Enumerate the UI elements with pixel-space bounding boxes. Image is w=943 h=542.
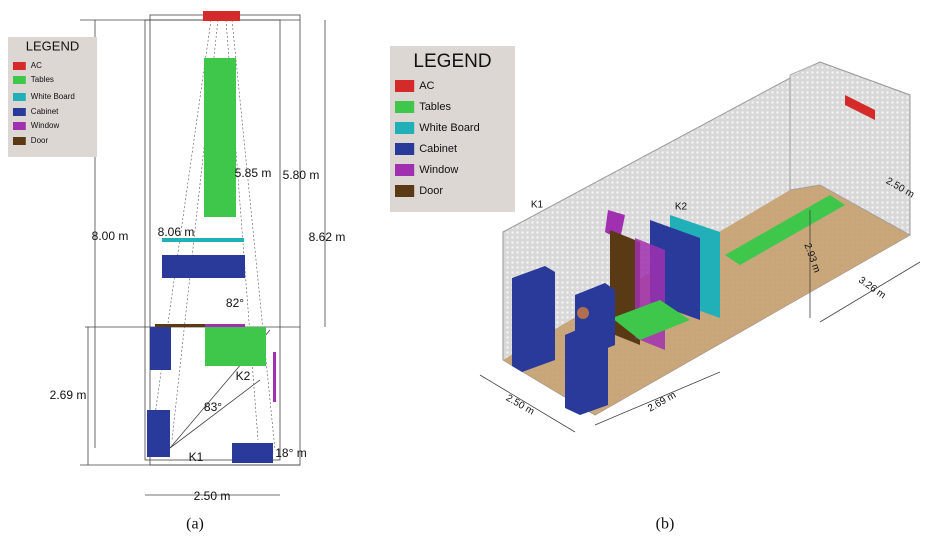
legend-swatch — [13, 76, 26, 84]
legend-label: Door — [419, 185, 443, 197]
figure: LEGEND AC Tables White Board Cabinet Window Do… — [0, 0, 943, 537]
legend-swatch — [395, 80, 414, 92]
dimension-label: 5.85 m — [235, 166, 272, 180]
dimension-label: 5.80 m — [283, 168, 320, 182]
legend-label: AC — [31, 61, 42, 70]
legend-label: Tables — [419, 101, 451, 113]
legend-label: White Board — [31, 92, 75, 101]
dimension-label: 8.00 m — [92, 229, 129, 243]
dimension-label: K1 — [531, 200, 544, 211]
legend-swatch — [13, 93, 26, 101]
caption: (b) — [656, 516, 675, 533]
caption: (a) — [186, 516, 204, 533]
legend-title: LEGEND — [26, 38, 79, 53]
legend-swatch — [13, 137, 26, 145]
legend-label: AC — [419, 80, 434, 92]
dimension-label: 8.62 m — [309, 230, 346, 244]
floor-plan — [80, 11, 325, 495]
dimension-label: 82° — [226, 296, 244, 310]
legend-label: Cabinet — [31, 107, 59, 116]
legend-title: LEGEND — [413, 51, 491, 72]
room-3d — [480, 62, 920, 432]
legend-swatch — [395, 143, 414, 155]
legend-label: Cabinet — [419, 143, 457, 155]
legend-label: Tables — [31, 75, 54, 84]
legend-swatch — [13, 122, 26, 130]
legend-swatch — [13, 62, 26, 70]
legend-swatch — [13, 108, 26, 116]
dimension-label: 18° m — [275, 446, 306, 460]
dimension-label: K1 — [189, 450, 204, 464]
legend-swatch — [395, 101, 414, 113]
dimension-label: 2.69 m — [50, 388, 87, 402]
dimension-label: K2 — [675, 202, 688, 213]
legend-label: Window — [419, 164, 458, 176]
dimension-label: K2 — [236, 369, 251, 383]
legend-swatch — [395, 185, 414, 197]
legend-swatch — [395, 164, 414, 176]
legend-swatch — [395, 122, 414, 134]
dimension-label: 2.69 m — [646, 390, 678, 415]
legend-label: White Board — [419, 122, 480, 134]
legend-label: Door — [31, 136, 49, 145]
dimension-label: 8.06 m — [158, 225, 195, 239]
dimension-label: 2.50 m — [194, 489, 231, 503]
dimension-label: 2.50 m — [504, 393, 536, 418]
dimension-label: 83° — [204, 400, 222, 414]
legend-label: Window — [31, 121, 60, 130]
